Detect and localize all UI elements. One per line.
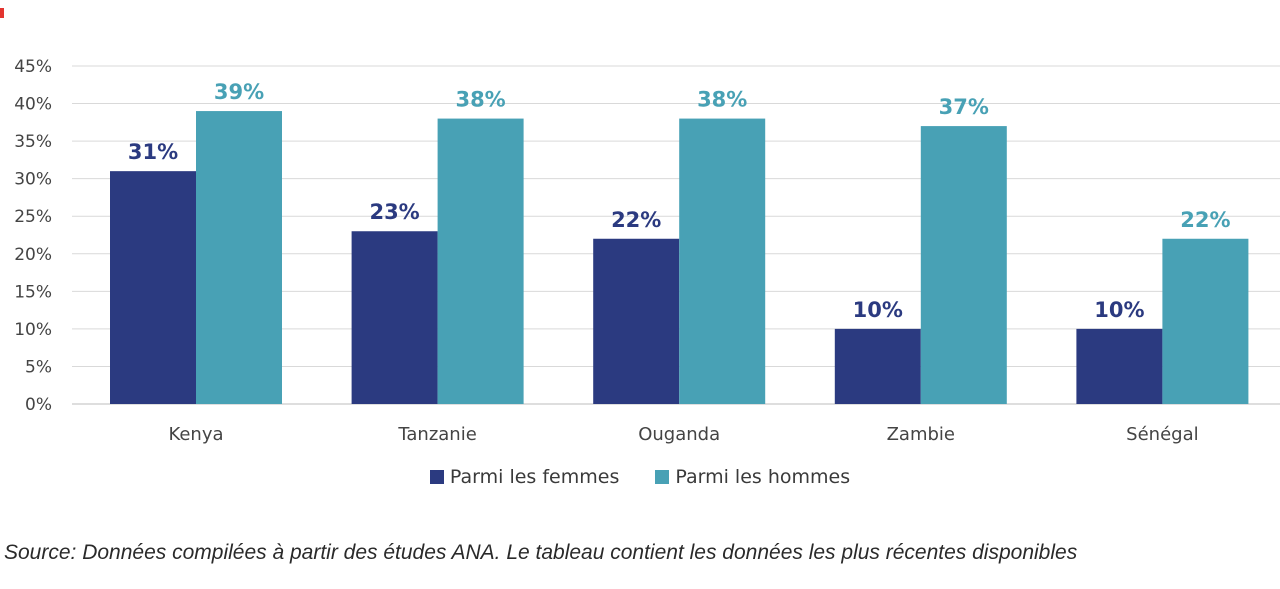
data-label: 10% (853, 298, 903, 322)
y-tick-label: 20% (14, 245, 52, 265)
legend-item-hommes: Parmi les hommes (655, 466, 850, 488)
data-label: 37% (939, 95, 989, 119)
y-tick-label: 15% (14, 282, 52, 302)
bar-femmes (1076, 328, 1163, 404)
data-label: 10% (1094, 298, 1144, 322)
x-tick-label: Sénégal (1126, 424, 1198, 445)
y-tick-label: 25% (14, 207, 52, 227)
data-label: 22% (1180, 208, 1230, 232)
bar-hommes (1162, 238, 1249, 404)
y-tick-label: 35% (14, 132, 52, 152)
bar-femmes (351, 231, 438, 404)
data-label: 31% (128, 140, 178, 164)
x-tick-label: Tanzanie (397, 424, 476, 445)
y-tick-label: 0% (25, 395, 52, 415)
x-tick-label: Kenya (168, 424, 223, 445)
data-label: 38% (455, 88, 505, 112)
y-tick-label: 10% (14, 320, 52, 340)
bar-femmes (110, 171, 196, 404)
bar-hommes (437, 118, 524, 405)
corner-accent-mark (0, 8, 4, 18)
bar-hommes (920, 126, 1007, 404)
data-label: 22% (611, 208, 661, 232)
chart-legend: Parmi les femmes Parmi les hommes (0, 466, 1280, 488)
data-label: 39% (214, 80, 264, 104)
legend-swatch-femmes (429, 470, 444, 484)
bar-femmes (834, 328, 921, 404)
y-tick-label: 5% (25, 357, 52, 377)
y-tick-label: 30% (14, 170, 52, 190)
y-tick-label: 45% (14, 57, 52, 77)
legend-swatch-hommes (655, 470, 670, 484)
x-tick-label: Ouganda (638, 424, 720, 445)
legend-item-femmes: Parmi les femmes (429, 466, 620, 488)
source-note: Source: Données compilées à partir des é… (4, 541, 1078, 564)
legend-label-femmes: Parmi les femmes (449, 466, 620, 488)
x-tick-label: Zambie (887, 424, 955, 445)
data-label: 38% (697, 88, 747, 112)
data-label: 23% (369, 200, 419, 224)
bar-hommes (196, 111, 282, 405)
bar-hommes (679, 118, 766, 405)
bar-chart: 0% 5% 10% 15% 20% 25% 30% 35% 40% 45% 31% 39% Kenya 2… (14, 57, 1280, 445)
legend-label-hommes: Parmi les hommes (675, 466, 851, 488)
y-tick-label: 40% (14, 95, 52, 115)
bar-femmes (593, 238, 680, 404)
